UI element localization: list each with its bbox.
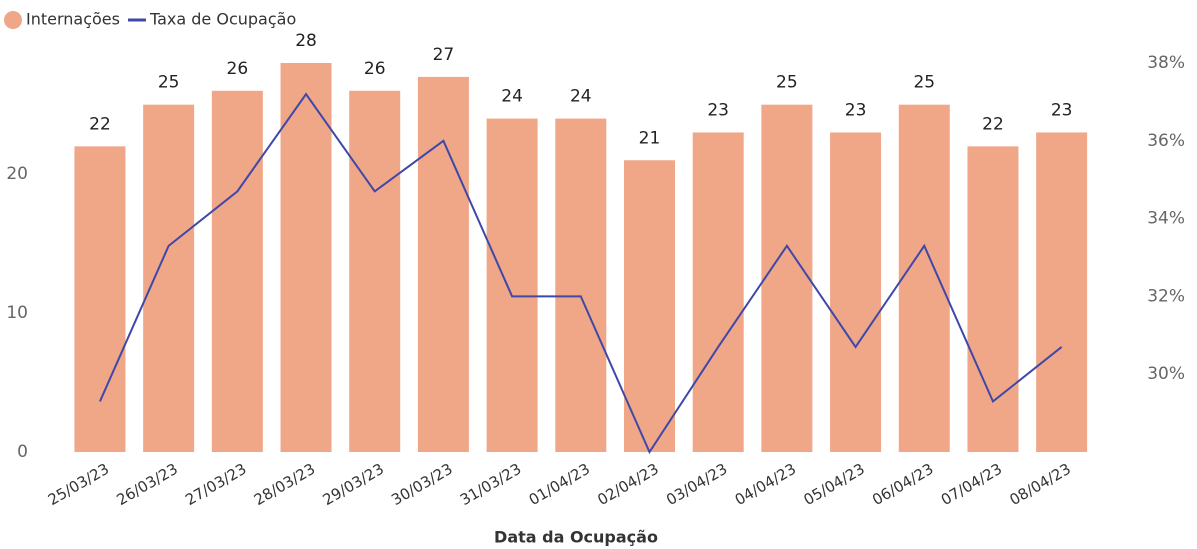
x-tick-label: 06/04/23 <box>869 460 936 509</box>
data-label: 23 <box>707 100 729 120</box>
x-tick-label: 31/03/23 <box>457 460 524 509</box>
data-label: 25 <box>776 73 798 93</box>
y2-tick-label: 36% <box>1147 131 1185 151</box>
data-label: 26 <box>227 59 249 79</box>
bar <box>692 132 744 452</box>
y-tick-label: 20 <box>6 164 28 184</box>
x-tick-label: 01/04/23 <box>526 460 593 509</box>
y-tick-label: 0 <box>17 442 28 462</box>
x-tick-label: 03/04/23 <box>663 460 730 509</box>
x-tick-label: 08/04/23 <box>1007 460 1074 509</box>
bar <box>555 118 607 453</box>
data-label: 24 <box>501 87 523 107</box>
data-label: 21 <box>639 128 661 148</box>
x-tick-label: 02/04/23 <box>594 460 661 509</box>
x-tick-label: 25/03/23 <box>45 460 112 509</box>
bar <box>898 104 950 452</box>
data-label: 23 <box>1051 100 1073 120</box>
data-label: 25 <box>913 73 935 93</box>
legend-label: Taxa de Ocupação <box>149 10 296 29</box>
data-label: 22 <box>982 114 1004 134</box>
bar <box>761 104 813 452</box>
x-tick-label: 26/03/23 <box>114 460 181 509</box>
line <box>99 92 1063 455</box>
data-label: 24 <box>570 87 592 107</box>
bar <box>830 132 882 452</box>
x-tick-label: 30/03/23 <box>388 460 455 509</box>
x-tick-label: 07/04/23 <box>938 460 1005 509</box>
y2-tick-label: 32% <box>1147 286 1185 306</box>
bar <box>349 90 401 453</box>
x-tick-label: 04/04/23 <box>732 460 799 509</box>
data-label: 26 <box>364 59 386 79</box>
x-tick-label: 05/04/23 <box>800 460 867 509</box>
bar <box>143 104 195 452</box>
legend-marker <box>4 11 22 29</box>
data-label: 25 <box>158 73 180 93</box>
x-axis-title: Data da Ocupação <box>494 528 658 547</box>
x-tick-label: 27/03/23 <box>182 460 249 509</box>
bar <box>1036 132 1088 452</box>
bar <box>623 160 675 452</box>
y-tick-label: 10 <box>6 303 28 323</box>
legend-label: Internações <box>26 10 120 29</box>
bar <box>211 90 263 453</box>
y2-tick-label: 30% <box>1147 364 1185 384</box>
bar <box>967 146 1019 452</box>
data-label: 22 <box>89 114 111 134</box>
bar <box>74 146 126 452</box>
data-label: 28 <box>295 31 317 51</box>
y2-tick-label: 38% <box>1147 53 1185 73</box>
y2-tick-label: 34% <box>1147 209 1185 229</box>
bar <box>486 118 538 453</box>
bar <box>417 76 469 453</box>
data-label: 23 <box>845 100 867 120</box>
data-label: 27 <box>433 45 455 65</box>
bar <box>280 63 332 452</box>
x-tick-label: 28/03/23 <box>251 460 318 509</box>
x-tick-label: 29/03/23 <box>320 460 387 509</box>
